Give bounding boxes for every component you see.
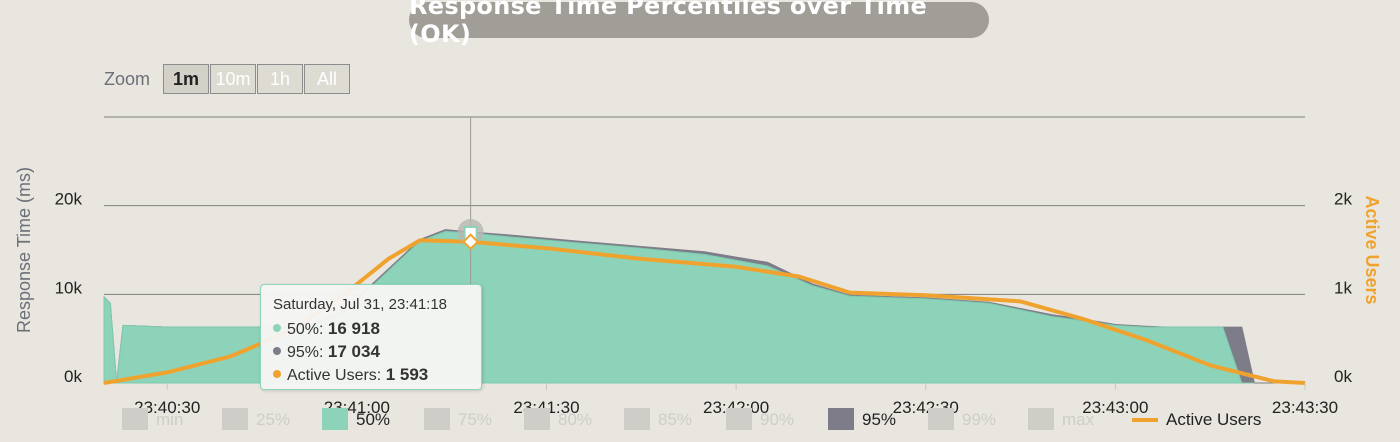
tooltip-p95-value: 17 034: [327, 342, 380, 361]
legend-label: 85%: [658, 410, 693, 429]
x-tick-label: 23:42:00: [703, 398, 769, 417]
legend-label: 75%: [458, 410, 493, 429]
p50-dot-icon: [273, 323, 281, 332]
legend-swatch: [624, 408, 650, 430]
legend-label: Active Users: [1166, 410, 1262, 429]
zoom-10m-button[interactable]: 10m: [210, 64, 256, 94]
zoom-all-button[interactable]: All: [304, 64, 350, 94]
y2-axis-title: Active Users: [1362, 195, 1382, 304]
tooltip-active-users-value: 1 593: [385, 365, 429, 384]
y-tick-label: 10k: [55, 278, 83, 297]
zoom-label: Zoom: [104, 69, 151, 89]
tooltip-row-active-users: Active Users: 1 593: [273, 363, 469, 386]
legend-swatch: [122, 408, 148, 430]
active-users-dot-icon: [273, 369, 281, 378]
y-axis-title: Response Time (ms): [14, 167, 34, 333]
legend-label: 95%: [862, 410, 897, 429]
y-tick-label: 20k: [55, 190, 83, 209]
tooltip-header: Saturday, Jul 31, 23:41:18: [273, 296, 448, 313]
tooltip-active-users-label: Active Users:: [287, 367, 386, 384]
legend-label: max: [1062, 410, 1095, 429]
legend-swatch: [1028, 408, 1054, 430]
tooltip-p95-label: 95%:: [287, 344, 328, 361]
legend-label: min: [156, 410, 184, 429]
legend-swatch: [424, 408, 450, 430]
y2-tick-label: 1k: [1334, 278, 1352, 297]
tooltip-row-p50: 50%: 16 918: [273, 317, 469, 340]
legend-swatch: [222, 408, 248, 430]
hover-marker-active-users: [462, 233, 480, 251]
legend-label: 90%: [760, 410, 795, 429]
data-tooltip: Saturday, Jul 31, 23:41:18 50%: 16 918 9…: [260, 284, 482, 390]
chart-title: Response Time Percentiles over Time (OK): [409, 0, 989, 48]
legend-swatch: [322, 408, 348, 430]
x-tick-label: 23:43:00: [1082, 398, 1148, 417]
zoom-1m-button[interactable]: 1m: [163, 64, 209, 94]
p95-dot-icon: [273, 346, 281, 355]
tooltip-p50-label: 50%:: [287, 321, 328, 338]
y2-tick-label: 2k: [1334, 190, 1352, 209]
legend-label: 50%: [356, 410, 391, 429]
legend-swatch: [828, 408, 854, 430]
tooltip-row-p95: 95%: 17 034: [273, 340, 469, 363]
legend-swatch: [524, 408, 550, 430]
legend-swatch: [1132, 418, 1158, 422]
legend-label: 99%: [962, 410, 997, 429]
zoom-1h-button[interactable]: 1h: [257, 64, 303, 94]
legend-label: 25%: [256, 410, 291, 429]
y2-tick-label: 0k: [1334, 367, 1352, 386]
y-tick-label: 0k: [64, 367, 82, 386]
legend-label: 80%: [558, 410, 593, 429]
x-tick-label: 23:40:30: [134, 398, 200, 417]
x-tick-label: 23:43:30: [1272, 398, 1338, 417]
legend-swatch: [928, 408, 954, 430]
legend-swatch: [726, 408, 752, 430]
tooltip-p50-value: 16 918: [327, 319, 380, 338]
